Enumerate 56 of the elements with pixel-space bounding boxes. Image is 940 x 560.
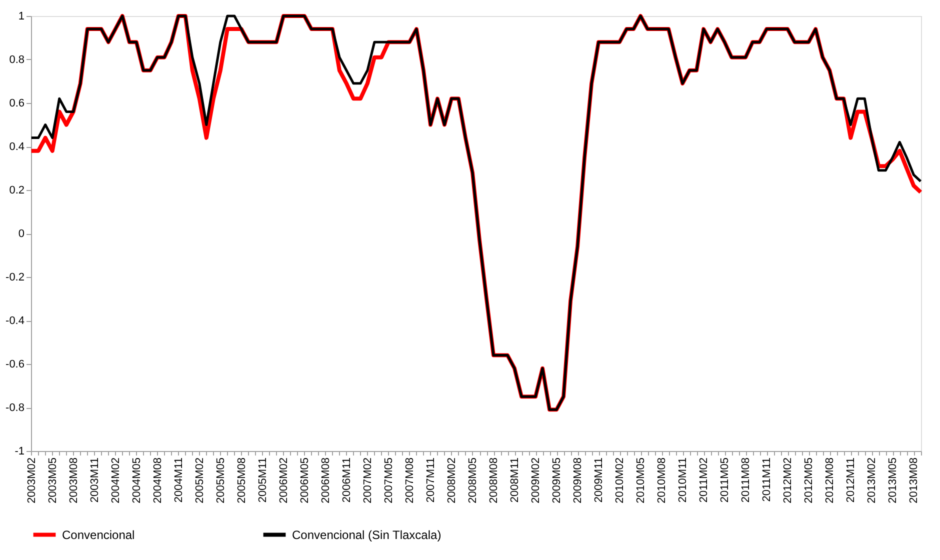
x-tick-label: 2007M02 — [362, 458, 374, 504]
x-tick-label: 2007M08 — [404, 458, 416, 504]
x-tick-label: 2005M02 — [194, 458, 206, 504]
x-tick-label: 2012M05 — [803, 458, 816, 504]
x-tick-label: 2010M08 — [656, 458, 668, 504]
legend-label: Convencional (Sin Tlaxcala) — [292, 528, 442, 542]
x-tick-label: 2003M11 — [88, 458, 101, 503]
x-tick-label: 2003M05 — [46, 458, 59, 504]
y-tick-label: -0.2 — [6, 272, 24, 284]
x-tick-label: 2008M02 — [446, 458, 458, 504]
y-tick-label: 0.6 — [9, 98, 24, 110]
x-tick-label: 2011M08 — [740, 458, 752, 503]
x-tick-label: 2012M02 — [782, 458, 794, 504]
x-tick-label: 2008M08 — [488, 458, 500, 504]
x-tick-label: 2013M05 — [887, 458, 900, 504]
x-tick-label: 2004M02 — [110, 458, 122, 504]
x-tick-label: 2006M05 — [298, 458, 311, 504]
x-tick-label: 2005M11 — [256, 458, 269, 503]
x-tick-label: 2004M08 — [152, 458, 164, 504]
x-tick-label: 2005M05 — [214, 458, 227, 504]
x-tick-label: 2012M08 — [824, 458, 836, 504]
x-tick-label: 2005M08 — [236, 458, 248, 504]
y-tick-label: -0.8 — [6, 402, 24, 414]
x-tick-label: 2007M11 — [424, 458, 437, 503]
y-tick-label: -0.4 — [6, 315, 24, 327]
x-tick-label: 2013M08 — [908, 458, 920, 504]
y-tick-label: 1 — [18, 10, 24, 22]
y-tick-label: -0.6 — [6, 358, 24, 370]
x-tick-label: 2011M11 — [761, 458, 774, 502]
x-tick-label: 2011M05 — [719, 458, 732, 503]
x-tick-label: 2004M05 — [130, 458, 143, 504]
x-tick-label: 2006M11 — [340, 458, 353, 503]
x-tick-label: 2003M02 — [26, 458, 38, 504]
x-tick-label: 2009M11 — [593, 458, 606, 503]
x-tick-label: 2003M08 — [68, 458, 80, 504]
y-tick-label: 0.4 — [9, 141, 24, 153]
x-tick-label: 2011M02 — [698, 458, 710, 503]
x-tick-label: 2008M11 — [509, 458, 522, 503]
x-tick-label: 2006M02 — [278, 458, 290, 504]
y-tick-label: 0.2 — [9, 184, 24, 196]
x-tick-label: 2012M11 — [845, 458, 858, 503]
x-tick-label: 2008M05 — [467, 458, 479, 504]
y-tick-label: 0.8 — [9, 54, 24, 66]
x-tick-label: 2007M05 — [382, 458, 395, 504]
x-tick-label: 2006M08 — [320, 458, 332, 504]
x-tick-label: 2010M11 — [677, 458, 690, 503]
x-tick-label: 2010M02 — [614, 458, 626, 504]
x-tick-label: 2013M02 — [866, 458, 878, 504]
x-tick-label: 2010M05 — [635, 458, 648, 504]
x-tick-label: 2009M05 — [551, 458, 564, 504]
x-tick-label: 2004M11 — [172, 458, 185, 503]
y-tick-label: 0 — [18, 228, 24, 240]
y-tick-label: -1 — [14, 446, 24, 458]
legend-label: Convencional — [62, 528, 135, 542]
x-tick-label: 2009M08 — [572, 458, 584, 504]
x-tick-label: 2009M02 — [530, 458, 542, 504]
